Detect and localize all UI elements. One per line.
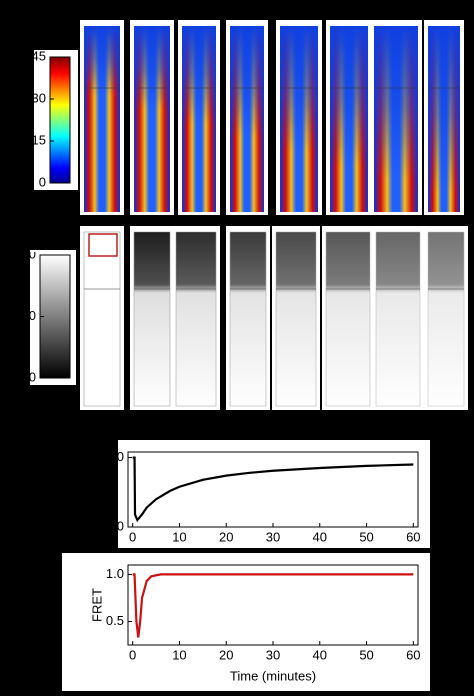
panel-overlay	[280, 26, 318, 152]
colorbar	[49, 56, 71, 184]
panel-overlay	[182, 26, 216, 124]
heatmap-row	[80, 20, 464, 215]
panel-overlay	[84, 26, 120, 96]
panel	[325, 231, 371, 407]
panel-overlay	[374, 26, 418, 180]
y-tick-label: 500	[102, 449, 124, 464]
colorbar-axis: 0 15 30 45	[32, 48, 54, 189]
panel	[275, 231, 317, 407]
x-tick-label: 40	[313, 647, 327, 662]
y-tick-label: 0.5	[106, 613, 124, 628]
colorbar-tick-label: 0	[29, 369, 36, 384]
roi-box	[88, 233, 118, 257]
panel-overlay	[428, 26, 460, 194]
line-series	[132, 573, 414, 638]
x-tick-label: 10	[172, 529, 186, 544]
y-tick-label: 0	[117, 518, 124, 533]
x-tick-label: 10	[172, 647, 186, 662]
x-tick-label: 0	[129, 529, 136, 544]
colorbar-tick-label: 45	[32, 48, 46, 63]
x-tick-label: 60	[406, 647, 420, 662]
colorbar-axis: 0 50 100	[14, 246, 44, 384]
colorbar-tick-label: 0	[39, 174, 46, 189]
line-series	[132, 456, 414, 523]
x-tick-label: 30	[266, 529, 280, 544]
colorbar-tick-label: 50	[22, 308, 36, 323]
colorbar	[39, 254, 71, 379]
panel	[83, 231, 121, 407]
x-tick-label: 60	[406, 529, 420, 544]
y-tick-label: 1.0	[106, 566, 124, 581]
intensity-row	[80, 226, 468, 410]
panel-overlay	[330, 26, 368, 166]
panel-overlay	[134, 26, 170, 110]
y-axis-label: FRET	[89, 588, 104, 622]
x-tick-label: 30	[266, 647, 280, 662]
panel	[427, 231, 465, 407]
colorbar-tick-label: 15	[32, 132, 46, 147]
panel	[375, 231, 421, 407]
x-tick-label: 50	[359, 529, 373, 544]
x-tick-label: 20	[219, 647, 233, 662]
x-axis-label: Time (minutes)	[230, 668, 316, 683]
panel	[175, 231, 217, 407]
x-tick-label: 40	[313, 529, 327, 544]
y-axis-label: NaCl (mM)	[89, 458, 104, 521]
panel-overlay	[230, 26, 264, 138]
x-tick-label: 20	[219, 529, 233, 544]
x-tick-label: 0	[129, 647, 136, 662]
x-tick-label: 50	[359, 647, 373, 662]
panel	[133, 231, 171, 407]
colorbar-ticks: 0 15 30 45 0 50 100	[14, 48, 54, 384]
chart-frame	[118, 440, 430, 548]
panel	[229, 231, 267, 407]
colorbar-tick-label: 100	[14, 246, 36, 261]
chart-frame	[62, 553, 430, 691]
colorbar-tick-label: 30	[32, 90, 46, 105]
